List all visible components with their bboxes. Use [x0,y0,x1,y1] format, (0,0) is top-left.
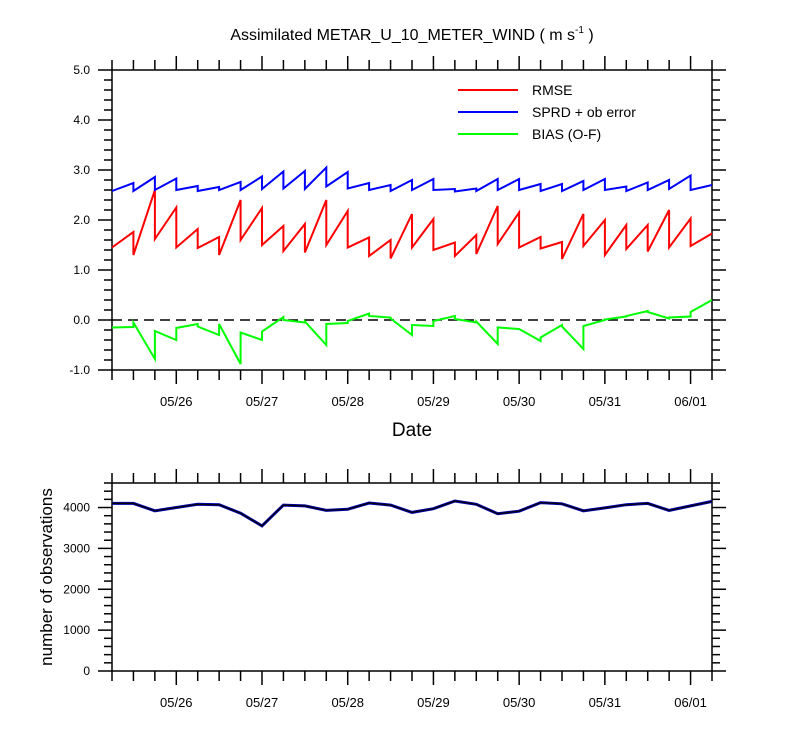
x-tick-label: 05/27 [246,394,279,409]
top-chart-x-tick-labels: 05/26 05/27 05/28 05/29 05/30 05/31 06/01 [160,394,707,409]
y-tick-label: 5.0 [73,63,90,77]
y-tick-label: 1000 [63,623,90,637]
y-tick-label: 4.0 [73,113,90,127]
y-tick-label: 1.0 [73,263,90,277]
top-chart-y-tick-labels: -1.0 0.0 1.0 2.0 3.0 4.0 5.0 [69,63,90,377]
series-line-2 [111,299,713,365]
x-tick-label: 05/28 [331,695,364,710]
y-tick-label: 2.0 [73,213,90,227]
top-chart-title: Assimilated METAR_U_10_METER_WIND ( m s-… [230,25,593,44]
y-tick-label: 4000 [63,501,90,515]
x-tick-label: 05/29 [417,394,450,409]
x-tick-label: 05/26 [160,394,193,409]
legend-label-sprd: SPRD + ob error [532,104,636,120]
bottom-chart-ticks [98,469,726,685]
x-tick-label: 06/01 [674,695,707,710]
top-chart-x-axis-label: Date [392,420,432,441]
x-tick-label: 06/01 [674,394,707,409]
series-line-1 [111,165,713,193]
y-tick-label: 0 [83,664,90,678]
observations-line-inner [112,500,713,527]
x-tick-label: 05/29 [417,695,450,710]
bottom-chart-series [112,499,713,528]
bottom-chart-y-axis-label: number of observations [37,488,56,666]
y-tick-label: 2000 [63,582,90,596]
bottom-chart-y-tick-labels: 0 1000 2000 3000 4000 [63,501,90,678]
legend: RMSE SPRD + ob error BIAS (O-F) [458,82,636,142]
x-tick-label: 05/27 [246,695,279,710]
x-tick-label: 05/30 [503,394,536,409]
y-tick-label: 0.0 [73,313,90,327]
legend-label-bias: BIAS (O-F) [532,126,601,142]
x-tick-label: 05/30 [503,695,536,710]
x-tick-label: 05/28 [331,394,364,409]
x-tick-label: 05/31 [589,394,622,409]
legend-label-rmse: RMSE [532,82,572,98]
top-chart-ticks [98,56,726,384]
y-tick-label: 3.0 [73,163,90,177]
x-tick-label: 05/31 [589,695,622,710]
y-tick-label: 3000 [63,541,90,555]
y-tick-label: -1.0 [69,363,90,377]
bottom-chart-x-tick-labels: 05/26 05/27 05/28 05/29 05/30 05/31 06/01 [160,695,707,710]
series-line-0 [111,189,713,260]
x-tick-label: 05/26 [160,695,193,710]
top-chart-series [111,165,713,365]
